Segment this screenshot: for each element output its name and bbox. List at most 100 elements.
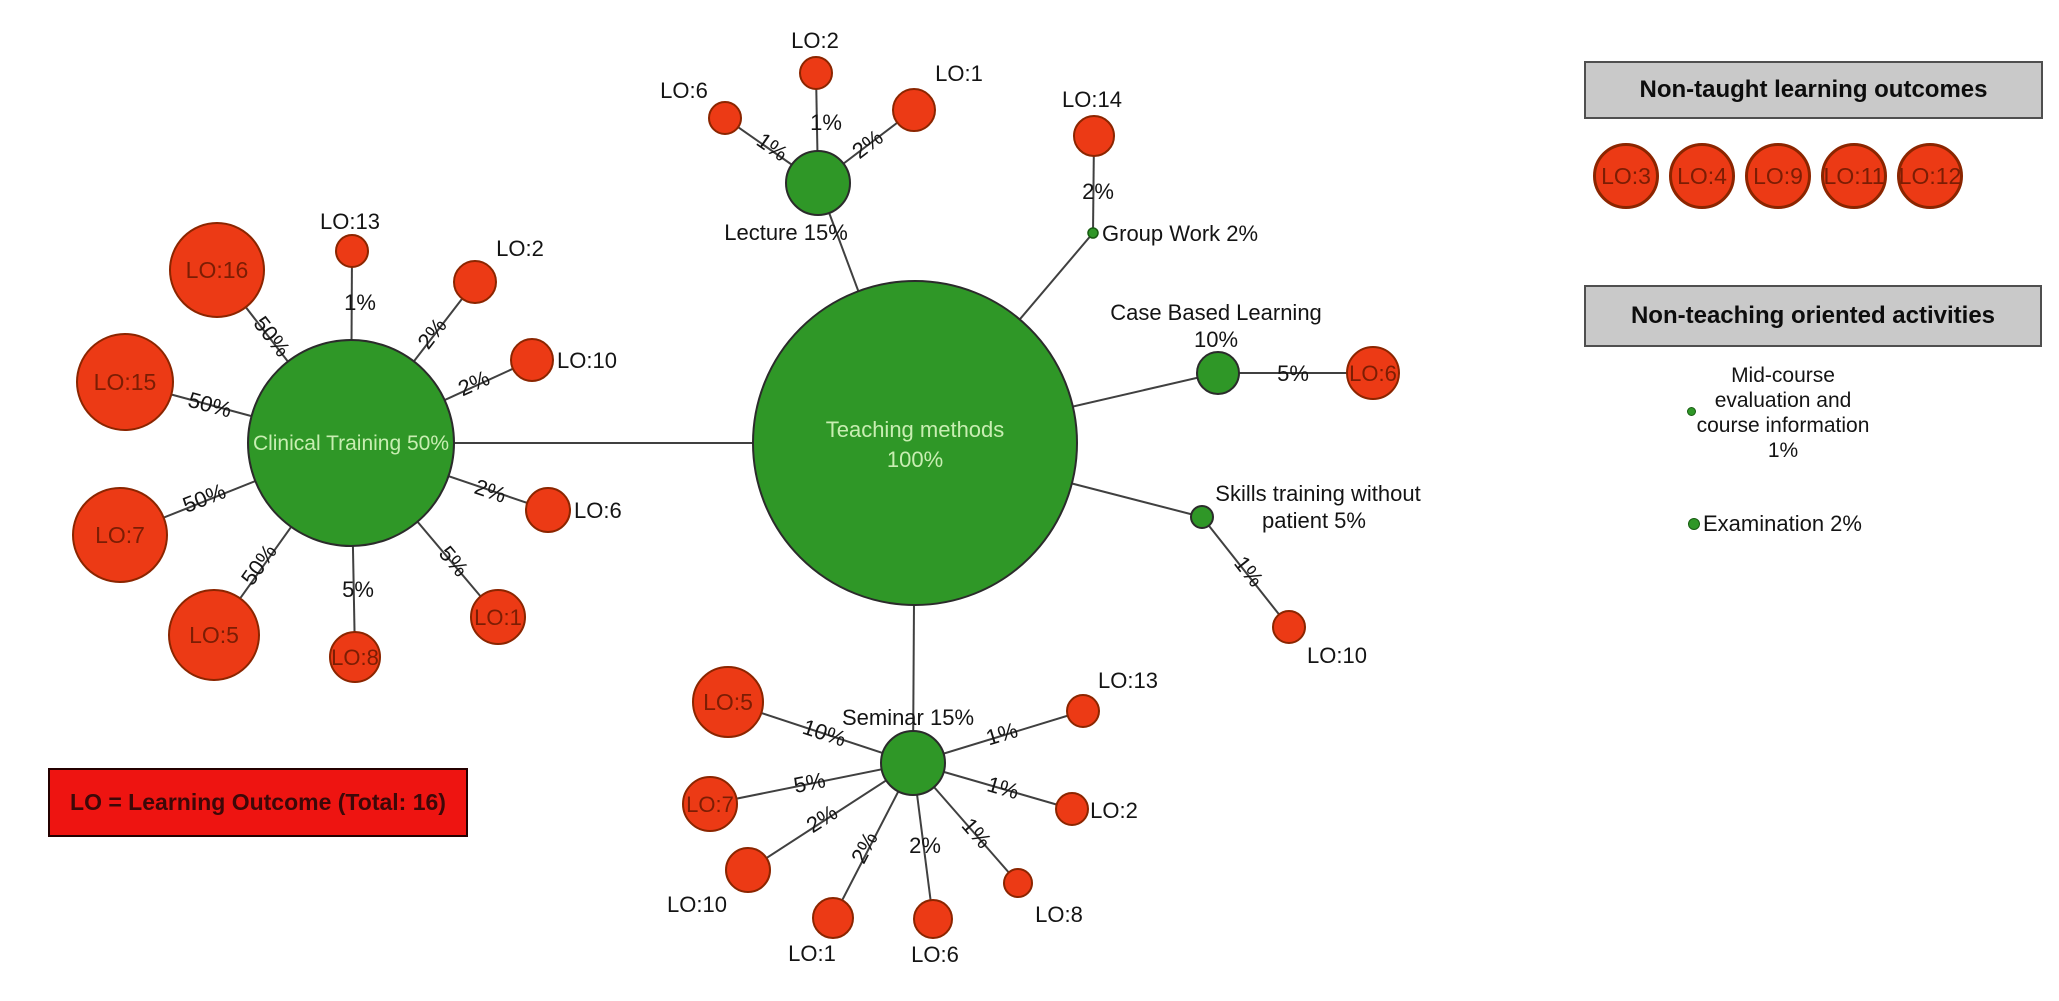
edge-skills-lo10-sk — [1201, 516, 1290, 628]
edge-label-seminar-lo13-sem: 1% — [983, 717, 1021, 750]
node-label-lo7-ct: LO:7 — [95, 522, 145, 548]
edge-label-clinical-lo8-ct: 5% — [342, 577, 374, 602]
node-label-teaching: 100% — [887, 447, 943, 472]
non-taught-outcomes-header: Non-taught learning outcomes — [1584, 61, 2043, 119]
non-teaching-activities-title: Non-teaching oriented activities — [1630, 302, 1996, 329]
node-label-lo7-sem: LO:7 — [686, 792, 734, 817]
node-skills — [1190, 505, 1214, 529]
node-lo8-ct — [329, 631, 381, 683]
node-label-lo6-cbl: LO:6 — [1349, 361, 1397, 386]
node-label-lo10-ct: LO:10 — [557, 348, 617, 373]
non-taught-lo-circle: LO:4 — [1669, 143, 1735, 209]
edge-label-seminar-lo6-sem: 2% — [909, 833, 941, 858]
non-taught-lo-circle: LO:11 — [1821, 143, 1887, 209]
node-lo10-sk — [1272, 610, 1306, 644]
non-teaching-activities-header: Non-teaching oriented activities — [1584, 285, 2042, 347]
non-taught-outcomes-title: Non-taught learning outcomes — [1639, 76, 1988, 103]
node-lo7-sem — [682, 776, 738, 832]
node-label-case-based: 10% — [1194, 327, 1238, 352]
node-lo1-ct — [470, 589, 526, 645]
node-label-case-based: Case Based Learning — [1110, 300, 1322, 325]
node-label-lo1-ct: LO:1 — [474, 605, 522, 630]
non-taught-outcomes-row: LO:3 LO:4 LO:9 LO:11 LO:12 — [1593, 143, 1963, 209]
node-label-lo10-sem: LO:10 — [667, 892, 727, 917]
node-label-lo5-ct: LO:5 — [189, 622, 239, 648]
node-label-lo15-ct: LO:15 — [94, 369, 157, 395]
edge-label-clinical-lo6-ct: 2% — [471, 474, 509, 508]
node-lo16-ct — [169, 222, 265, 318]
node-lo10-sem — [725, 847, 771, 893]
node-clinical — [247, 339, 455, 547]
node-label-skills: Skills training without — [1215, 481, 1420, 506]
node-label-lo2-lec: LO:2 — [791, 28, 839, 53]
edge-label-clinical-lo13-ct: 1% — [344, 290, 376, 315]
node-label-lo16-ct: LO:16 — [186, 257, 249, 283]
lo-legend-box: LO = Learning Outcome (Total: 16) — [48, 768, 468, 837]
node-lecture — [785, 150, 851, 216]
node-label-lo5-sem: LO:5 — [703, 689, 753, 715]
node-label-teaching: Teaching methods — [826, 417, 1005, 442]
node-lo13-ct — [335, 234, 369, 268]
lo-legend-text: LO = Learning Outcome (Total: 16) — [70, 789, 446, 815]
node-label-skills: patient 5% — [1262, 508, 1366, 533]
edge-label-skills-lo10-sk: 1% — [1229, 551, 1268, 591]
examination-label: Examination 2% — [1703, 511, 1862, 536]
node-lo1-lec — [892, 88, 936, 132]
node-lo6-lec — [708, 101, 742, 135]
node-lo2-lec — [799, 56, 833, 90]
node-label-lo10-sk: LO:10 — [1307, 643, 1367, 668]
node-label-clinical: Clinical Training 50% — [253, 432, 449, 455]
node-lo14-gw — [1073, 115, 1115, 157]
node-lo7-ct — [72, 487, 168, 583]
mid-course-evaluation-label: Mid-course evaluation and course informa… — [1659, 363, 1907, 463]
mid-course-line: course information — [1696, 414, 1870, 437]
edge-label-seminar-lo7-sem: 5% — [791, 767, 827, 798]
node-label-group-work: Group Work 2% — [1102, 221, 1258, 246]
node-group-work — [1087, 227, 1099, 239]
node-label-lo8-sem: LO:8 — [1035, 902, 1083, 927]
mid-course-dot-icon — [1687, 407, 1696, 416]
non-taught-lo-circle: LO:12 — [1897, 143, 1963, 209]
mid-course-line: evaluation and — [1714, 389, 1852, 412]
node-label-lo13-ct: LO:13 — [320, 209, 380, 234]
node-label-lo6-ct: LO:6 — [574, 498, 622, 523]
node-lo8-sem — [1003, 868, 1033, 898]
edge-label-case-based-lo6-cbl: 5% — [1277, 361, 1309, 386]
node-lo2-ct — [453, 260, 497, 304]
edge-label-clinical-lo15-ct: 50% — [185, 387, 234, 423]
node-teaching — [752, 280, 1078, 606]
node-lo10-ct — [510, 338, 554, 382]
node-lo13-sem — [1066, 694, 1100, 728]
mid-course-line: Mid-course — [1731, 364, 1835, 387]
mid-course-line: 1% — [1767, 439, 1799, 462]
node-seminar — [880, 730, 946, 796]
node-label-lo1-lec: LO:1 — [935, 61, 983, 86]
node-label-lo2-ct: LO:2 — [496, 236, 544, 261]
edge-label-clinical-lo10-ct: 2% — [454, 365, 493, 401]
node-lo2-sem — [1055, 792, 1089, 826]
node-lo6-sem — [913, 899, 953, 939]
edge-seminar-lo7-sem — [709, 762, 914, 805]
node-label-lecture: Lecture 15% — [724, 220, 848, 245]
node-lo15-ct — [76, 333, 174, 431]
non-taught-lo-circle: LO:3 — [1593, 143, 1659, 209]
node-lo1-sem — [812, 897, 854, 939]
node-lo5-ct — [168, 589, 260, 681]
edge-label-lecture-lo2-lec: 1% — [810, 110, 842, 135]
edge-label-seminar-lo2-sem: 1% — [984, 771, 1021, 804]
node-label-lo6-sem: LO:6 — [911, 942, 959, 967]
non-taught-lo-circle: LO:9 — [1745, 143, 1811, 209]
edge-label-lecture-lo1-lec: 2% — [847, 124, 887, 163]
node-label-lo2-sem: LO:2 — [1090, 798, 1138, 823]
edge-label-clinical-lo7-ct: 50% — [179, 478, 229, 518]
edge-label-group-work-lo14-gw: 2% — [1082, 179, 1114, 204]
node-label-seminar: Seminar 15% — [842, 705, 974, 730]
node-label-lo13-sem: LO:13 — [1098, 668, 1158, 693]
examination-dot-icon — [1688, 518, 1700, 530]
node-label-lo8-ct: LO:8 — [331, 645, 379, 670]
edge-label-clinical-lo5-ct: 50% — [236, 539, 282, 589]
node-case-based — [1196, 351, 1240, 395]
node-label-lo1-sem: LO:1 — [788, 941, 836, 966]
